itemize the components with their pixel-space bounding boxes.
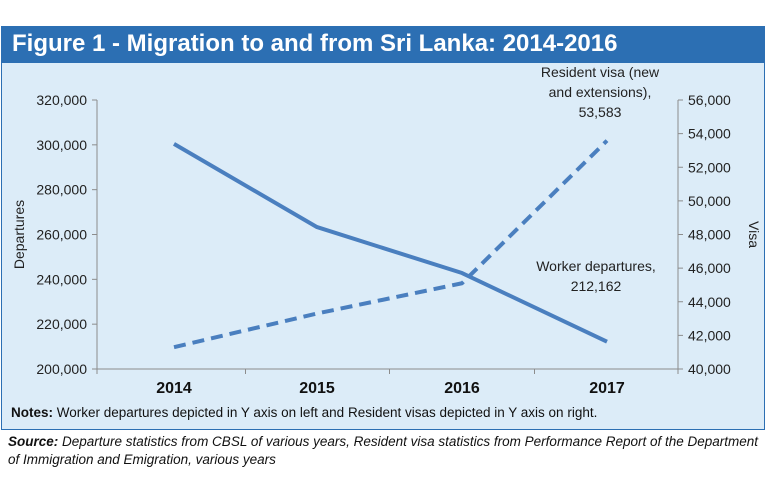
y-right-tick-label: 44,000 bbox=[688, 294, 731, 310]
y-left-tick-label: 260,000 bbox=[36, 227, 87, 243]
y-left-tick-label: 280,000 bbox=[36, 182, 87, 198]
chart-panel bbox=[1, 26, 765, 430]
y-right-tick-label: 40,000 bbox=[688, 361, 731, 377]
y-right-tick-label: 46,000 bbox=[688, 260, 731, 276]
y-left-tick-label: 220,000 bbox=[36, 316, 87, 332]
series-line-worker-departures bbox=[172, 142, 608, 344]
source-label: Source: bbox=[8, 434, 59, 449]
y-right-axis-title: Visa bbox=[746, 221, 762, 248]
y-right-tick-label: 48,000 bbox=[688, 227, 731, 243]
x-tick-label: 2015 bbox=[299, 380, 335, 397]
title-bar: Figure 1 - Migration to and from Sri Lan… bbox=[1, 26, 765, 63]
y-left-tick-label: 240,000 bbox=[36, 271, 87, 287]
y-right-tick-label: 50,000 bbox=[688, 193, 731, 209]
y-right-tick-label: 56,000 bbox=[688, 92, 731, 108]
x-tick-label: 2016 bbox=[444, 380, 480, 397]
data-label: Resident visa (new bbox=[541, 64, 660, 80]
y-right-tick-label: 42,000 bbox=[688, 327, 731, 343]
y-left-tick-label: 320,000 bbox=[36, 92, 87, 108]
data-label: and extensions), bbox=[549, 84, 652, 100]
data-label: 212,162 bbox=[571, 278, 622, 294]
notes: Notes: Worker departures depicted in Y a… bbox=[11, 405, 597, 420]
data-label: 53,583 bbox=[579, 104, 622, 120]
y-right-tick-label: 54,000 bbox=[688, 126, 731, 142]
source-note: Source: Departure statistics from CBSL o… bbox=[8, 433, 766, 469]
source-text: Departure statistics from CBSL of variou… bbox=[8, 434, 759, 467]
y-right-tick-label: 52,000 bbox=[688, 159, 731, 175]
y-left-axis-title: Departures bbox=[11, 200, 27, 269]
notes-text: Worker departures depicted in Y axis on … bbox=[53, 405, 598, 420]
figure-title: Figure 1 - Migration to and from Sri Lan… bbox=[12, 30, 618, 57]
data-label: Worker departures, bbox=[536, 258, 656, 274]
y-left-tick-label: 300,000 bbox=[36, 137, 87, 153]
x-tick-label: 2014 bbox=[156, 380, 192, 397]
x-tick-label: 2017 bbox=[589, 380, 625, 397]
notes-label: Notes: bbox=[11, 405, 54, 420]
series-line-resident-visa bbox=[173, 139, 609, 350]
y-left-tick-label: 200,000 bbox=[36, 361, 87, 377]
